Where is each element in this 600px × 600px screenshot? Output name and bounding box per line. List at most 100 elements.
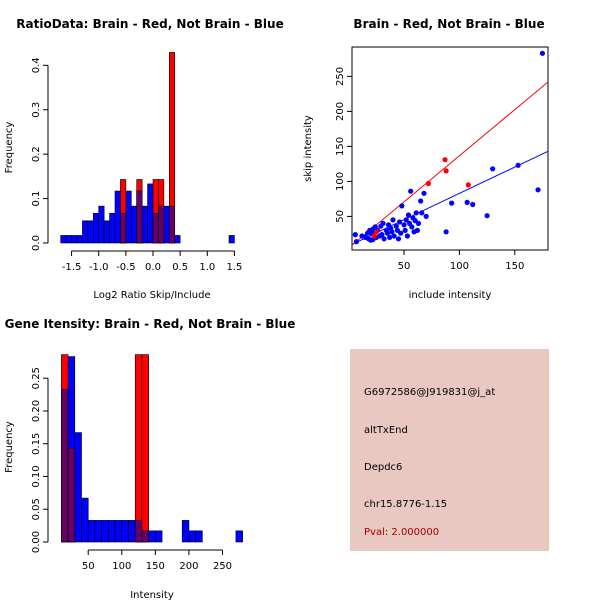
hist0-y-tick-label-4: 0.4 (31, 57, 42, 73)
scatter-point-blue-19 (381, 236, 387, 242)
hist0-y-tick-label-1: 0.1 (31, 191, 42, 207)
hist0-x-tick-label-0: -1.5 (62, 262, 82, 273)
hist2-x-tick-label-4: 250 (213, 561, 232, 572)
scatter-point-red-3 (442, 157, 448, 163)
hist2-y-tick-label-1: 0.05 (31, 498, 42, 520)
hist2-y-tick-label-2: 0.10 (31, 465, 42, 487)
hist2-blue-bar-7 (108, 520, 116, 543)
hist0-overlap-bar-0 (120, 212, 127, 244)
hist0-blue-bar-13 (130, 205, 138, 244)
hist2-blue-bar-18 (235, 530, 243, 543)
scatter-point-blue-31 (397, 219, 403, 225)
hist0-blue-bar-5 (87, 220, 94, 244)
hist2-blue-bar-5 (94, 520, 102, 543)
hist0-overlap-bar-4 (168, 205, 176, 244)
hist2-overlap-bar-3 (141, 530, 149, 543)
scatter-point-blue-18 (380, 220, 386, 226)
chart1-title: Brain - Red, Not Brain - Blue (353, 17, 544, 31)
hist0-x-tick-label-1: -1.0 (89, 262, 109, 273)
scatter-point-blue-57 (490, 166, 496, 172)
hist0-blue-bar-0 (60, 235, 67, 244)
scatter-x-tick-label-2: 150 (505, 261, 524, 272)
scatter-point-blue-47 (415, 220, 422, 226)
hist2-y-tick-label-0: 0.00 (31, 531, 42, 553)
hist0-blue-bar-16 (147, 183, 154, 244)
hist2-x-tick-label-2: 150 (146, 561, 165, 572)
scatter-fit-line-red (351, 81, 549, 246)
scatter-point-blue-54 (464, 199, 470, 205)
scatter-point-blue-28 (393, 223, 399, 229)
hist0-blue-bar-2 (71, 235, 78, 244)
scatter-x-tick-label-0: 50 (398, 261, 411, 272)
scatter-y-tick-label-2: 150 (335, 137, 346, 156)
hist2-blue-bar-10 (128, 520, 136, 543)
hist0-overlap-bar-3 (158, 205, 165, 244)
scatter-point-blue-36 (403, 217, 409, 223)
hist0-y-tick-label-2: 0.2 (31, 146, 42, 162)
hist0-blue-bar-12 (125, 190, 132, 244)
hist2-y-tick-label-5: 0.25 (31, 367, 42, 389)
probe-info-panel: G6972586@J919831@j_at altTxEnd Depdc6 ch… (350, 349, 549, 551)
chart2-x-label: Intensity (130, 590, 174, 600)
hist0-blue-bar-15 (141, 205, 148, 244)
hist0-blue-bar-8 (103, 220, 110, 244)
hist0-x-tick-label-2: -0.5 (116, 262, 136, 273)
scatter-point-blue-56 (484, 213, 490, 219)
scatter-point-red-1 (373, 229, 379, 235)
hist0-blue-bar-22 (228, 235, 235, 244)
hist2-blue-bar-13 (148, 530, 156, 543)
scatter-point-blue-21 (384, 230, 391, 236)
hist0-blue-bar-3 (76, 235, 83, 244)
hist2-red-bar-3 (141, 354, 149, 543)
scatter-x-tick-label-1: 100 (450, 261, 469, 272)
hist0-blue-bar-10 (114, 190, 121, 244)
hist0-x-tick-label-6: 1.5 (226, 262, 242, 273)
scatter-point-blue-30 (395, 236, 402, 242)
scatter-point-blue-49 (419, 210, 425, 216)
hist0-overlap-bar-2 (152, 212, 159, 244)
hist0-blue-bar-21 (174, 235, 181, 244)
scatter-point-blue-50 (421, 190, 427, 196)
hist2-red-bar-2 (134, 354, 143, 543)
hist0-blue-bar-4 (82, 220, 89, 244)
scatter-point-red-2 (425, 180, 432, 187)
scatter-y-tick-label-4: 250 (335, 67, 346, 86)
hist0-blue-bar-6 (92, 212, 100, 244)
scatter-point-blue-41 (409, 224, 415, 230)
scatter-point-blue-35 (402, 227, 408, 233)
scatter-y-tick-label-1: 100 (335, 172, 346, 191)
scatter-y-tick-label-3: 200 (335, 102, 346, 121)
hist0-blue-bar-19 (163, 205, 170, 244)
scatter-point-blue-33 (399, 203, 405, 209)
hist0-x-tick-label-3: 0.0 (145, 262, 161, 273)
hist2-blue-bar-14 (155, 530, 163, 543)
hist2-blue-bar-15 (181, 520, 190, 543)
hist2-x-tick-label-0: 50 (82, 561, 95, 572)
scatter-point-blue-40 (408, 188, 414, 194)
chart0-title: RatioData: Brain - Red, Not Brain - Blue (16, 17, 283, 31)
hist2-blue-bar-4 (87, 520, 96, 543)
hist0-blue-bar-7 (98, 205, 105, 244)
scatter-point-blue-59 (535, 187, 541, 193)
gene-name: Depdc6 (364, 462, 403, 473)
hist2-blue-bar-17 (195, 530, 203, 543)
genomic-location: chr15.8776-1.15 (364, 499, 448, 510)
hist2-x-tick-label-3: 200 (179, 561, 198, 572)
scatter-point-blue-0 (352, 232, 358, 238)
scatter-point-blue-26 (390, 217, 396, 223)
scatter-point-red-4 (443, 168, 449, 174)
scatter-point-blue-23 (387, 234, 393, 240)
hist2-y-tick-label-3: 0.15 (31, 433, 42, 455)
hist2-blue-bar-9 (121, 520, 129, 543)
scatter-point-blue-1 (353, 239, 360, 245)
scatter-point-blue-53 (449, 200, 455, 206)
chart0-y-label: Frequency (4, 122, 15, 174)
scatter-point-red-0 (371, 233, 377, 239)
scatter-point-red-5 (465, 182, 471, 188)
chart1-x-label: include intensity (409, 290, 492, 301)
hist2-overlap-bar-2 (134, 520, 143, 543)
scatter-plot-frame (351, 46, 549, 251)
scatter-point-blue-37 (404, 233, 410, 239)
event-type: altTxEnd (364, 425, 408, 436)
